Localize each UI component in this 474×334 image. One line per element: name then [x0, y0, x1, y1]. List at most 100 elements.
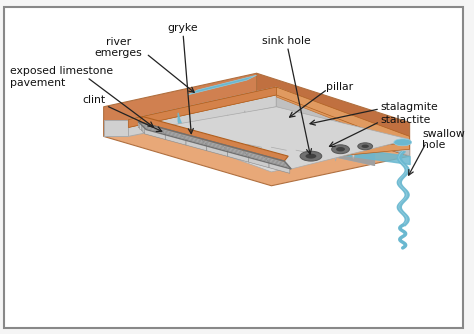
Polygon shape — [104, 73, 256, 136]
Polygon shape — [225, 147, 246, 159]
Polygon shape — [243, 150, 264, 161]
Text: swallow
hole: swallow hole — [422, 129, 465, 150]
Polygon shape — [266, 141, 271, 154]
Polygon shape — [202, 140, 225, 147]
Polygon shape — [247, 155, 268, 166]
Polygon shape — [264, 155, 286, 163]
Polygon shape — [162, 130, 183, 142]
Polygon shape — [138, 122, 161, 129]
Polygon shape — [244, 151, 265, 163]
Polygon shape — [268, 160, 290, 167]
Text: clint: clint — [82, 95, 162, 132]
Text: stalactite: stalactite — [380, 115, 430, 125]
Polygon shape — [228, 151, 248, 162]
Polygon shape — [222, 144, 243, 156]
Ellipse shape — [332, 145, 349, 154]
Polygon shape — [140, 123, 161, 135]
Polygon shape — [222, 144, 244, 151]
Polygon shape — [246, 153, 268, 160]
Polygon shape — [161, 129, 183, 136]
Polygon shape — [302, 120, 306, 128]
Polygon shape — [265, 157, 287, 164]
Polygon shape — [183, 136, 204, 148]
Polygon shape — [201, 139, 223, 146]
Ellipse shape — [336, 147, 345, 151]
Polygon shape — [351, 151, 356, 159]
Polygon shape — [165, 134, 188, 141]
Polygon shape — [201, 139, 222, 150]
Polygon shape — [128, 87, 276, 128]
Polygon shape — [235, 136, 239, 148]
Polygon shape — [269, 162, 291, 169]
Polygon shape — [146, 107, 410, 169]
Text: stalagmite: stalagmite — [380, 102, 438, 112]
Polygon shape — [204, 142, 226, 149]
Polygon shape — [248, 156, 269, 168]
Polygon shape — [180, 133, 202, 140]
Ellipse shape — [305, 154, 316, 159]
Polygon shape — [225, 147, 247, 155]
Polygon shape — [226, 149, 248, 156]
Polygon shape — [204, 142, 225, 153]
Polygon shape — [243, 111, 247, 120]
Text: exposed limestone
pavement: exposed limestone pavement — [10, 66, 113, 88]
Polygon shape — [276, 87, 410, 156]
Polygon shape — [322, 122, 326, 131]
Polygon shape — [141, 125, 164, 132]
Polygon shape — [207, 145, 229, 152]
Polygon shape — [299, 145, 303, 156]
Polygon shape — [315, 147, 320, 156]
Polygon shape — [184, 138, 207, 145]
Polygon shape — [207, 145, 228, 156]
Polygon shape — [227, 115, 375, 166]
Polygon shape — [145, 128, 165, 140]
Polygon shape — [162, 130, 184, 138]
Polygon shape — [182, 135, 202, 146]
Polygon shape — [145, 128, 167, 135]
Polygon shape — [269, 162, 290, 173]
Polygon shape — [244, 151, 266, 159]
Polygon shape — [128, 87, 276, 136]
Text: pillar: pillar — [326, 82, 353, 92]
Polygon shape — [143, 126, 164, 138]
Text: river
emerges: river emerges — [95, 37, 142, 58]
Ellipse shape — [362, 145, 369, 148]
Polygon shape — [184, 138, 205, 149]
Polygon shape — [159, 127, 180, 139]
Polygon shape — [276, 87, 410, 149]
Polygon shape — [247, 155, 269, 162]
Ellipse shape — [358, 143, 373, 150]
Polygon shape — [138, 122, 159, 133]
Polygon shape — [164, 132, 186, 139]
Polygon shape — [104, 120, 128, 136]
Text: gryke: gryke — [167, 23, 198, 134]
Polygon shape — [223, 146, 244, 157]
Polygon shape — [164, 132, 184, 144]
FancyBboxPatch shape — [4, 7, 463, 328]
Polygon shape — [138, 117, 288, 161]
Polygon shape — [226, 149, 247, 160]
Polygon shape — [182, 135, 204, 142]
Polygon shape — [333, 149, 338, 161]
Ellipse shape — [394, 139, 411, 146]
Polygon shape — [128, 87, 410, 172]
Polygon shape — [183, 136, 205, 143]
Polygon shape — [143, 126, 165, 134]
Polygon shape — [266, 159, 288, 166]
Polygon shape — [141, 125, 162, 136]
Polygon shape — [276, 87, 410, 146]
Polygon shape — [263, 116, 266, 123]
Polygon shape — [228, 151, 250, 158]
Polygon shape — [283, 116, 286, 126]
Polygon shape — [186, 139, 207, 151]
Polygon shape — [188, 75, 256, 95]
Polygon shape — [282, 143, 287, 153]
Polygon shape — [264, 155, 284, 167]
Polygon shape — [265, 157, 286, 169]
Polygon shape — [266, 159, 287, 170]
Polygon shape — [223, 146, 246, 153]
Ellipse shape — [300, 151, 322, 161]
Polygon shape — [246, 153, 266, 165]
Polygon shape — [186, 139, 208, 146]
Polygon shape — [268, 160, 288, 172]
